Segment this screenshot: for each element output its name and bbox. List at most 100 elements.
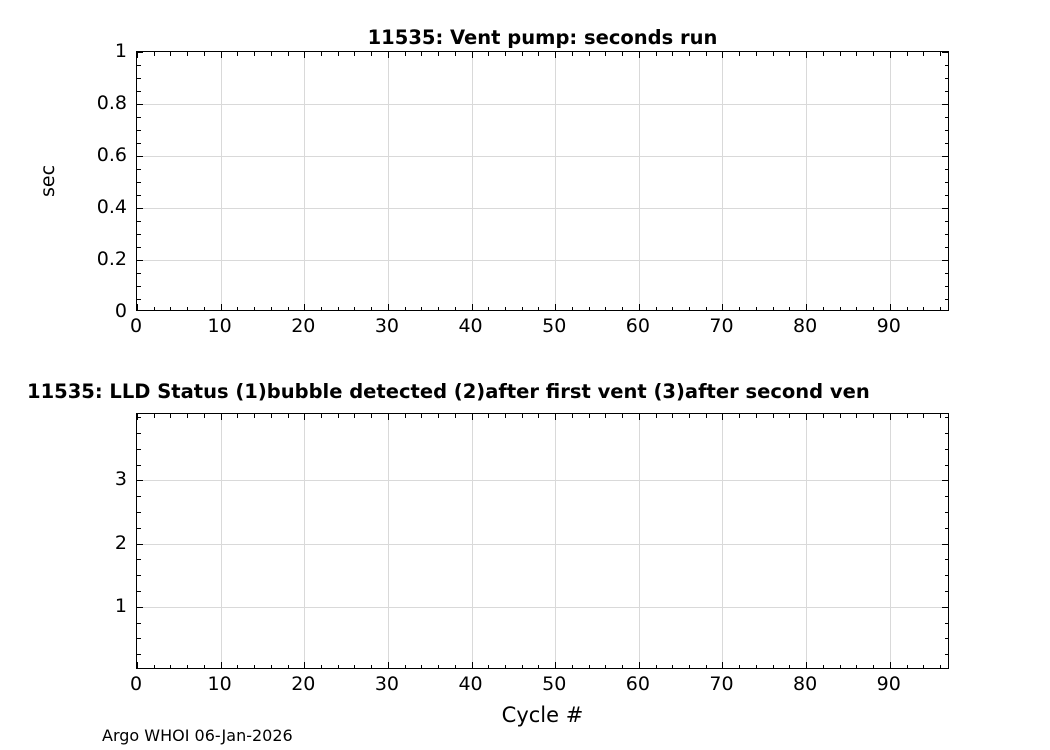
x-tick-label: 90 — [876, 315, 901, 337]
x-tick-minor — [739, 52, 741, 56]
y-tick-minor — [944, 496, 948, 498]
x-tick-minor — [588, 306, 590, 310]
x-tick-minor — [772, 52, 774, 56]
y-tick-minor — [137, 654, 141, 656]
x-tick-minor — [254, 414, 256, 418]
x-tick-label: 60 — [625, 673, 650, 695]
gridline-horizontal — [137, 480, 948, 482]
y-tick-minor — [944, 273, 948, 274]
x-tick-minor — [588, 664, 590, 668]
x-tick-minor — [170, 306, 172, 310]
gridline-horizontal — [137, 208, 948, 209]
x-tick-minor — [304, 414, 306, 418]
x-tick-minor — [421, 664, 423, 668]
y-tick-label: 2 — [114, 531, 127, 554]
x-tick-minor — [873, 414, 875, 418]
gridline-vertical — [889, 52, 891, 310]
y-tick-minor — [944, 143, 948, 144]
x-tick-minor — [505, 414, 507, 418]
y-tick-minor — [944, 480, 948, 482]
x-tick-minor — [789, 664, 791, 668]
x-tick-minor — [638, 414, 640, 418]
x-tick-minor — [605, 306, 607, 310]
y-tick-minor — [137, 273, 141, 274]
x-tick-minor — [153, 414, 155, 418]
gridline-horizontal — [137, 104, 948, 105]
x-tick-minor — [354, 414, 356, 418]
x-tick-minor — [287, 52, 289, 56]
x-tick-minor — [488, 664, 490, 668]
x-tick-minor — [923, 664, 925, 668]
y-tick-label: 0 — [114, 300, 127, 322]
x-tick-label: 50 — [542, 673, 567, 695]
x-tick-minor — [856, 664, 858, 668]
x-tick-minor — [187, 306, 189, 310]
x-tick-minor — [371, 414, 373, 418]
x-tick-label: 70 — [709, 673, 734, 695]
x-tick-minor — [354, 306, 356, 310]
x-tick-minor — [705, 664, 707, 668]
x-tick-minor — [521, 414, 523, 418]
y-tick-minor — [137, 575, 141, 577]
x-tick-minor — [739, 664, 741, 668]
x-tick-minor — [588, 414, 590, 418]
y-tick-minor — [137, 590, 141, 592]
x-tick-minor — [170, 52, 172, 56]
x-tick-minor — [337, 306, 339, 310]
y-tick-minor — [944, 195, 948, 196]
x-tick-minor — [906, 306, 908, 310]
x-tick-minor — [772, 306, 774, 310]
x-tick-minor — [153, 306, 155, 310]
footer-credit: Argo WHOI 06-Jan-2026 — [102, 726, 293, 745]
gridline-vertical — [555, 414, 557, 668]
x-tick-minor — [889, 414, 891, 418]
x-tick-minor — [220, 52, 222, 56]
y-tick-minor — [137, 247, 141, 248]
x-tick-minor — [287, 664, 289, 668]
y-tick-minor — [944, 654, 948, 656]
x-tick-label: 40 — [458, 315, 483, 337]
x-tick-minor — [822, 52, 824, 56]
x-tick-minor — [622, 306, 624, 310]
x-tick-minor — [655, 306, 657, 310]
x-tick-minor — [906, 414, 908, 418]
x-tick-minor — [555, 52, 557, 56]
x-tick-label: 10 — [207, 673, 232, 695]
x-tick-minor — [321, 664, 322, 668]
x-tick-minor — [873, 664, 875, 668]
x-tick-minor — [538, 306, 540, 310]
x-tick-minor — [839, 52, 841, 56]
plot-area-lld-status[interactable] — [136, 413, 949, 669]
gridline-vertical — [220, 52, 222, 310]
x-tick-minor — [153, 52, 155, 56]
y-tick-minor — [944, 156, 948, 157]
x-tick-label: 90 — [876, 673, 901, 695]
y-tick-minor — [944, 543, 948, 545]
y-tick-minor — [137, 432, 141, 434]
x-tick-minor — [471, 664, 473, 668]
y-tick-minor — [137, 559, 141, 561]
x-tick-minor — [254, 52, 256, 56]
x-tick-minor — [387, 306, 389, 310]
x-tick-minor — [203, 414, 205, 418]
x-tick-minor — [454, 306, 456, 310]
x-tick-minor — [337, 664, 339, 668]
x-tick-minor — [421, 306, 423, 310]
x-tick-minor — [839, 414, 841, 418]
y-tick-minor — [137, 606, 141, 608]
y-tick-label: 3 — [114, 468, 127, 491]
y-tick-minor — [137, 78, 141, 79]
x-tick-minor — [371, 306, 373, 310]
x-tick-minor — [287, 306, 289, 310]
y-tick-minor — [137, 156, 141, 157]
y-tick-minor — [137, 117, 141, 118]
x-tick-minor — [722, 664, 724, 668]
gridline-vertical — [889, 414, 891, 668]
x-tick-minor — [806, 414, 808, 418]
x-tick-minor — [755, 414, 757, 418]
y-tick-minor — [944, 575, 948, 577]
plot-area-vent-pump[interactable] — [136, 51, 949, 311]
x-tick-minor — [839, 664, 841, 668]
x-tick-minor — [454, 664, 456, 668]
x-tick-minor — [672, 664, 674, 668]
